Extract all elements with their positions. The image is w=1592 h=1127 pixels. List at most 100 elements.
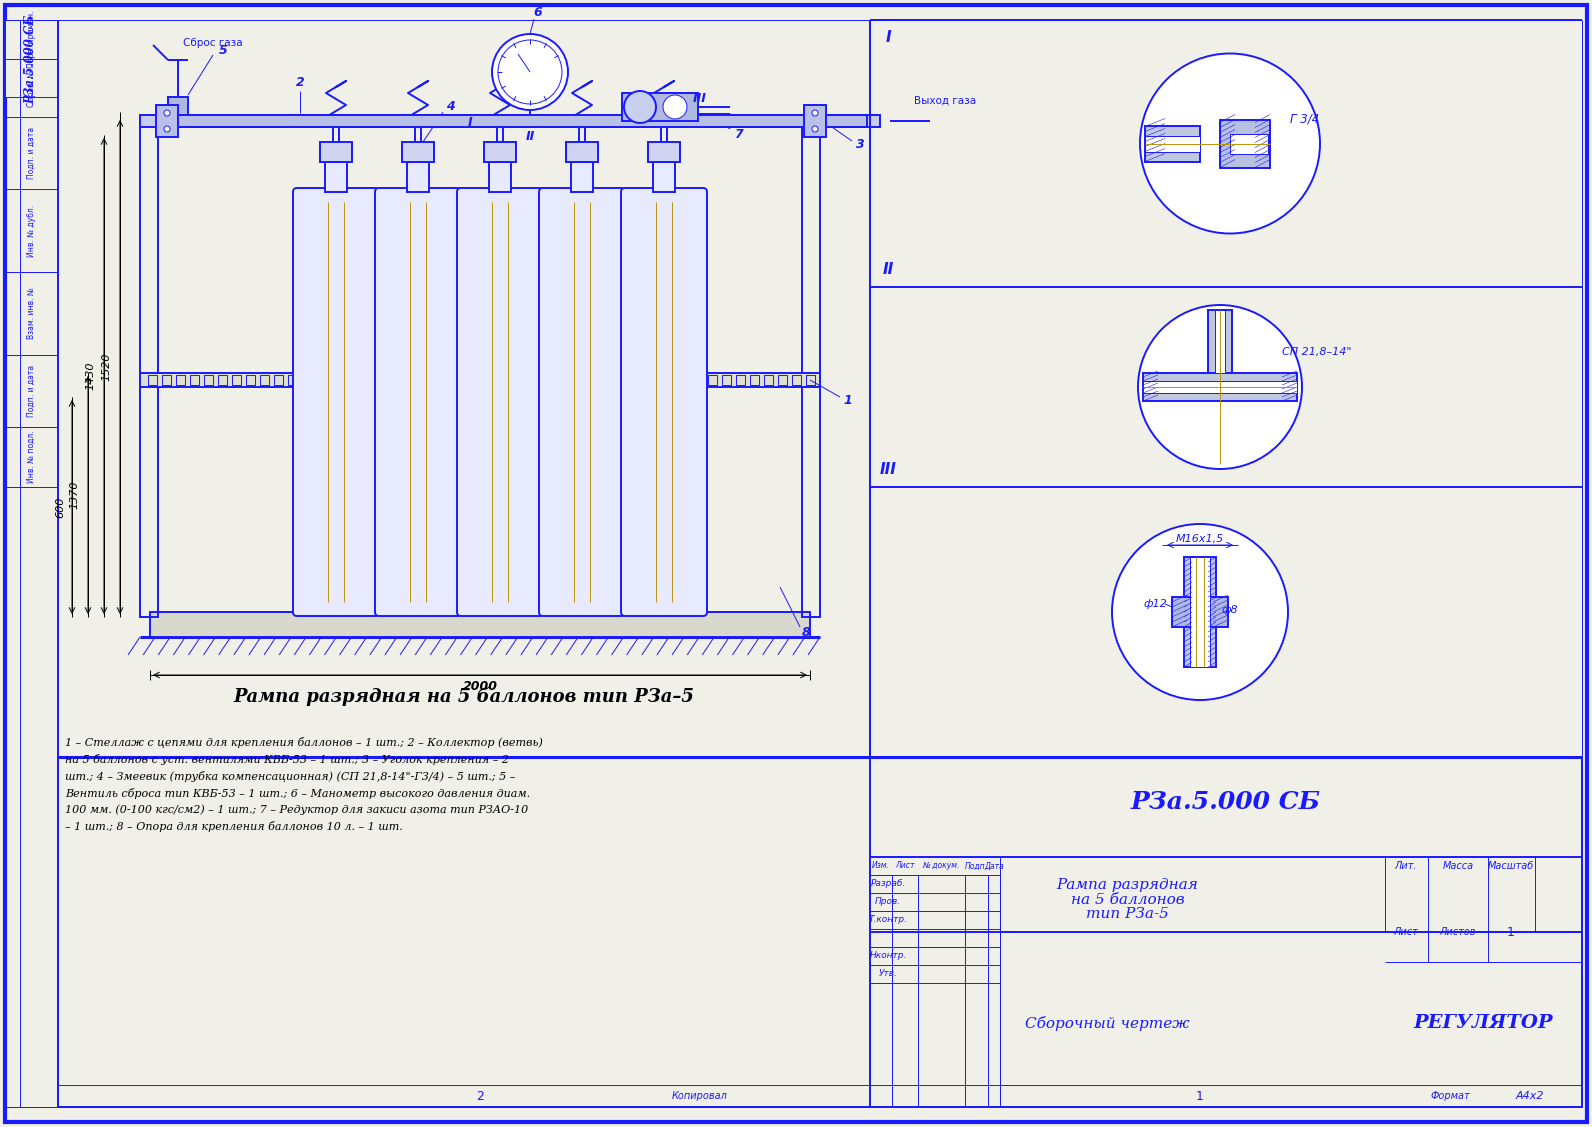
Bar — [325, 162, 347, 192]
Bar — [723, 375, 731, 385]
Bar — [778, 375, 786, 385]
Text: 2: 2 — [296, 77, 304, 89]
Bar — [373, 375, 380, 385]
Text: 8: 8 — [802, 627, 810, 639]
Text: II: II — [882, 261, 893, 276]
Text: Перв. примен.: Перв. примен. — [27, 11, 35, 69]
Bar — [344, 375, 353, 385]
Circle shape — [812, 126, 818, 132]
Text: Рампа разрядная: Рампа разрядная — [1057, 878, 1199, 891]
Text: Масштаб: Масштаб — [1489, 861, 1535, 871]
Text: Масса: Масса — [1442, 861, 1474, 871]
Bar — [169, 97, 188, 115]
Bar — [408, 162, 428, 192]
Text: Разраб.: Разраб. — [871, 879, 906, 888]
Text: Взам. инв. №: Взам. инв. № — [27, 287, 35, 339]
Bar — [624, 375, 634, 385]
Bar — [708, 375, 716, 385]
Bar — [1143, 373, 1297, 401]
Bar — [804, 105, 826, 137]
Bar — [400, 375, 409, 385]
Bar — [525, 375, 535, 385]
Text: Т.контр.: Т.контр. — [869, 915, 907, 924]
Circle shape — [1140, 53, 1320, 233]
Bar — [1184, 557, 1216, 667]
Text: Формат: Формат — [1430, 1091, 1469, 1101]
Text: ф8: ф8 — [1221, 605, 1239, 615]
Bar — [232, 375, 240, 385]
Bar — [156, 105, 178, 137]
Bar — [150, 612, 810, 637]
FancyBboxPatch shape — [621, 188, 707, 616]
Bar — [1208, 310, 1232, 373]
Text: 5: 5 — [218, 44, 228, 56]
Text: III: III — [879, 461, 896, 477]
Bar — [57, 757, 1582, 1107]
Bar — [1143, 381, 1297, 393]
Bar — [653, 375, 661, 385]
Bar — [572, 162, 592, 192]
Bar — [177, 375, 185, 385]
Text: РЕГУЛЯТОР: РЕГУЛЯТОР — [1414, 1014, 1554, 1032]
Bar — [750, 375, 759, 385]
Text: 3: 3 — [855, 139, 864, 151]
Text: 600: 600 — [56, 496, 65, 517]
Circle shape — [812, 110, 818, 116]
Bar — [802, 117, 820, 616]
Text: Изм.: Изм. — [872, 861, 890, 870]
Text: № докум.: № докум. — [922, 861, 960, 870]
Text: М16х1,5: М16х1,5 — [1176, 534, 1224, 544]
Bar — [358, 375, 368, 385]
Bar — [540, 375, 549, 385]
Text: Пров.: Пров. — [876, 897, 901, 906]
Bar — [288, 375, 298, 385]
Bar — [158, 115, 868, 127]
Bar — [806, 375, 815, 385]
Text: 6: 6 — [533, 6, 543, 18]
Bar — [1189, 557, 1210, 667]
FancyBboxPatch shape — [457, 188, 543, 616]
Bar — [1231, 133, 1267, 153]
FancyBboxPatch shape — [376, 188, 462, 616]
Bar — [162, 375, 170, 385]
Text: Подп. и дата: Подп. и дата — [27, 127, 35, 179]
Bar — [622, 94, 697, 121]
Circle shape — [624, 91, 656, 123]
Bar — [320, 142, 352, 162]
Text: Дата: Дата — [984, 861, 1005, 870]
Bar — [259, 375, 269, 385]
Circle shape — [1138, 305, 1302, 469]
Bar — [470, 375, 479, 385]
Bar — [455, 375, 465, 385]
Text: 1: 1 — [844, 394, 852, 408]
Bar — [330, 375, 339, 385]
Bar — [148, 375, 158, 385]
Bar — [484, 375, 494, 385]
Bar — [791, 375, 801, 385]
Text: III: III — [693, 92, 707, 106]
Text: Справ. №: Справ. № — [27, 70, 35, 107]
Circle shape — [498, 39, 562, 104]
Bar — [274, 375, 283, 385]
Text: на 5 баллонов: на 5 баллонов — [1071, 893, 1184, 906]
Circle shape — [164, 126, 170, 132]
Text: 2000: 2000 — [463, 681, 497, 693]
Bar — [653, 162, 675, 192]
Circle shape — [164, 110, 170, 116]
Text: СП 21,8–14": СП 21,8–14" — [1282, 347, 1352, 357]
Bar — [610, 375, 619, 385]
Bar — [204, 375, 213, 385]
Bar — [1219, 119, 1270, 168]
Text: тип РЗа-5: тип РЗа-5 — [1086, 907, 1169, 922]
Bar — [385, 375, 395, 385]
Bar — [694, 375, 704, 385]
Bar — [1172, 597, 1227, 627]
Text: 1 – Стеллаж с цепями для крепления баллонов – 1 шт.; 2 – Коллектор (ветвь)
на 5 : 1 – Стеллаж с цепями для крепления балло… — [65, 737, 543, 832]
Text: Лист: Лист — [895, 861, 915, 870]
Text: 4: 4 — [446, 100, 454, 114]
Bar — [218, 375, 228, 385]
Bar — [1145, 125, 1200, 161]
Bar — [140, 373, 820, 387]
Bar — [414, 375, 423, 385]
Text: II: II — [525, 131, 535, 143]
